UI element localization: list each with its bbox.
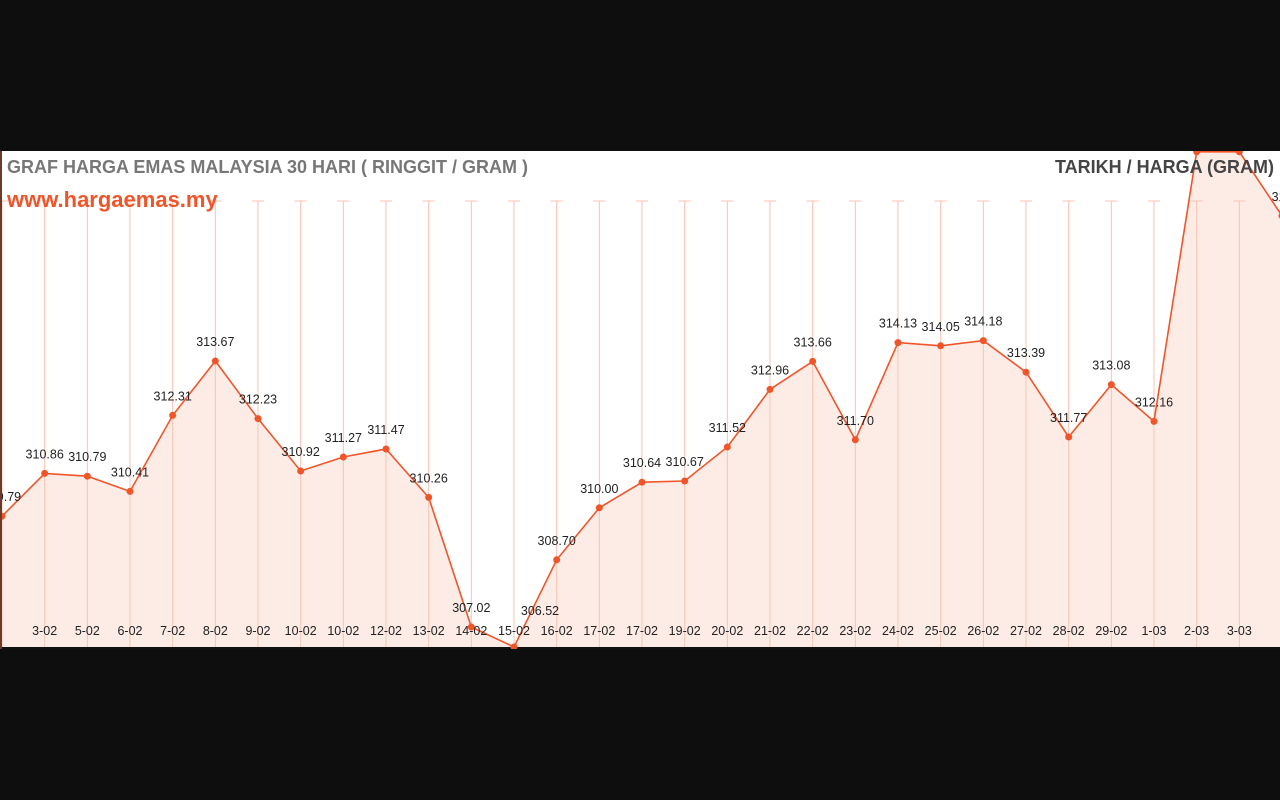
data-point <box>1107 381 1115 389</box>
data-label: 314.18 <box>964 315 1002 329</box>
data-point <box>553 556 561 564</box>
x-tick-label: 22-02 <box>797 624 829 638</box>
data-label: 310.00 <box>580 482 618 496</box>
data-point <box>1065 433 1073 441</box>
data-point <box>1150 417 1158 425</box>
data-point <box>638 478 646 486</box>
x-tick-label: 16-02 <box>541 624 573 638</box>
data-point <box>595 504 603 512</box>
data-label: 317 <box>1272 190 1280 204</box>
data-point <box>41 469 49 477</box>
x-tick-label: 10-02 <box>327 624 359 638</box>
data-point <box>723 443 731 451</box>
x-tick-label: 20-02 <box>711 624 743 638</box>
data-point <box>1022 368 1030 376</box>
data-point <box>169 411 177 419</box>
x-tick-label: 15-02 <box>498 624 530 638</box>
data-label: 312.96 <box>751 363 789 377</box>
x-tick-label: 17-02 <box>626 624 658 638</box>
data-point <box>510 643 518 649</box>
data-point <box>83 472 91 480</box>
data-point <box>1193 151 1201 156</box>
data-label: 310.67 <box>666 455 704 469</box>
data-point <box>467 623 475 631</box>
data-label: 311.27 <box>325 431 362 445</box>
data-point <box>2 512 6 520</box>
chart-title: GRAF HARGA EMAS MALAYSIA 30 HARI ( RINGG… <box>7 157 529 177</box>
data-point <box>894 339 902 347</box>
site-link[interactable]: www.hargaemas.my <box>7 187 218 212</box>
x-tick-label: 10-02 <box>285 624 317 638</box>
price-chart: 309.79 310.86 3-02 310.79 5-02 310.41 6-02 312.… <box>2 151 1280 649</box>
x-tick-label: 25-02 <box>925 624 957 638</box>
data-label: 310.64 <box>623 456 661 470</box>
data-point <box>339 453 347 461</box>
x-tick-label: 1-03 <box>1141 624 1166 638</box>
x-tick-label: 3-03 <box>1227 624 1252 638</box>
data-point <box>681 477 689 485</box>
x-tick-label: 8-02 <box>203 624 228 638</box>
data-point <box>254 415 262 423</box>
data-point <box>382 445 390 453</box>
x-tick-label: 13-02 <box>413 624 445 638</box>
x-tick-label: 5-02 <box>75 624 100 638</box>
data-label: 308.70 <box>538 534 576 548</box>
data-label: 309.79 <box>2 490 21 504</box>
area-fill <box>2 151 1280 648</box>
data-point <box>851 436 859 444</box>
data-label: 311.47 <box>367 423 404 437</box>
data-label: 313.66 <box>794 335 832 349</box>
x-tick-label: 2-03 <box>1184 624 1209 638</box>
data-point <box>979 337 987 345</box>
data-label: 311.70 <box>837 414 874 428</box>
data-label: 310.92 <box>282 445 320 459</box>
x-tick-label: 19-02 <box>669 624 701 638</box>
x-tick-label: 28-02 <box>1053 624 1085 638</box>
data-label: 310.26 <box>410 471 448 485</box>
x-tick-label: 3-02 <box>32 624 57 638</box>
data-point <box>425 493 433 501</box>
data-label: 311.52 <box>709 421 746 435</box>
x-tick-label: 29-02 <box>1095 624 1127 638</box>
data-label: 311.77 <box>1050 411 1087 425</box>
data-label: 306.52 <box>521 604 559 618</box>
chart-legend: TARIKH / HARGA (GRAM) <box>1055 157 1274 177</box>
data-point <box>809 357 817 365</box>
x-tick-label: 27-02 <box>1010 624 1042 638</box>
data-label: 313.39 <box>1007 346 1045 360</box>
x-tick-label: 6-02 <box>117 624 142 638</box>
data-point <box>937 342 945 350</box>
x-tick-label: 26-02 <box>967 624 999 638</box>
x-tick-label: 17-02 <box>583 624 615 638</box>
data-point <box>211 357 219 365</box>
data-label: 307.02 <box>452 601 490 615</box>
data-point <box>126 487 134 495</box>
data-label: 310.79 <box>68 450 106 464</box>
data-label: 313.08 <box>1092 359 1130 373</box>
data-label: 310.41 <box>111 465 149 479</box>
data-point <box>766 385 774 393</box>
x-tick-label: 7-02 <box>160 624 185 638</box>
data-label: 310.86 <box>26 447 64 461</box>
x-tick-label: 12-02 <box>370 624 402 638</box>
data-label: 312.23 <box>239 393 277 407</box>
data-point <box>297 467 305 475</box>
x-tick-label: 9-02 <box>245 624 270 638</box>
x-tick-label: 23-02 <box>839 624 871 638</box>
x-tick-label: 21-02 <box>754 624 786 638</box>
data-label: 312.16 <box>1135 395 1173 409</box>
data-label: 314.05 <box>922 320 960 334</box>
x-tick-label: 24-02 <box>882 624 914 638</box>
x-tick-label: 14-02 <box>455 624 487 638</box>
data-label: 313.67 <box>196 335 234 349</box>
data-label: 314.13 <box>879 317 917 331</box>
chart-panel: 309.79 310.86 3-02 310.79 5-02 310.41 6-02 312.… <box>0 151 1280 649</box>
data-label: 312.31 <box>154 389 192 403</box>
data-point <box>1235 151 1243 156</box>
